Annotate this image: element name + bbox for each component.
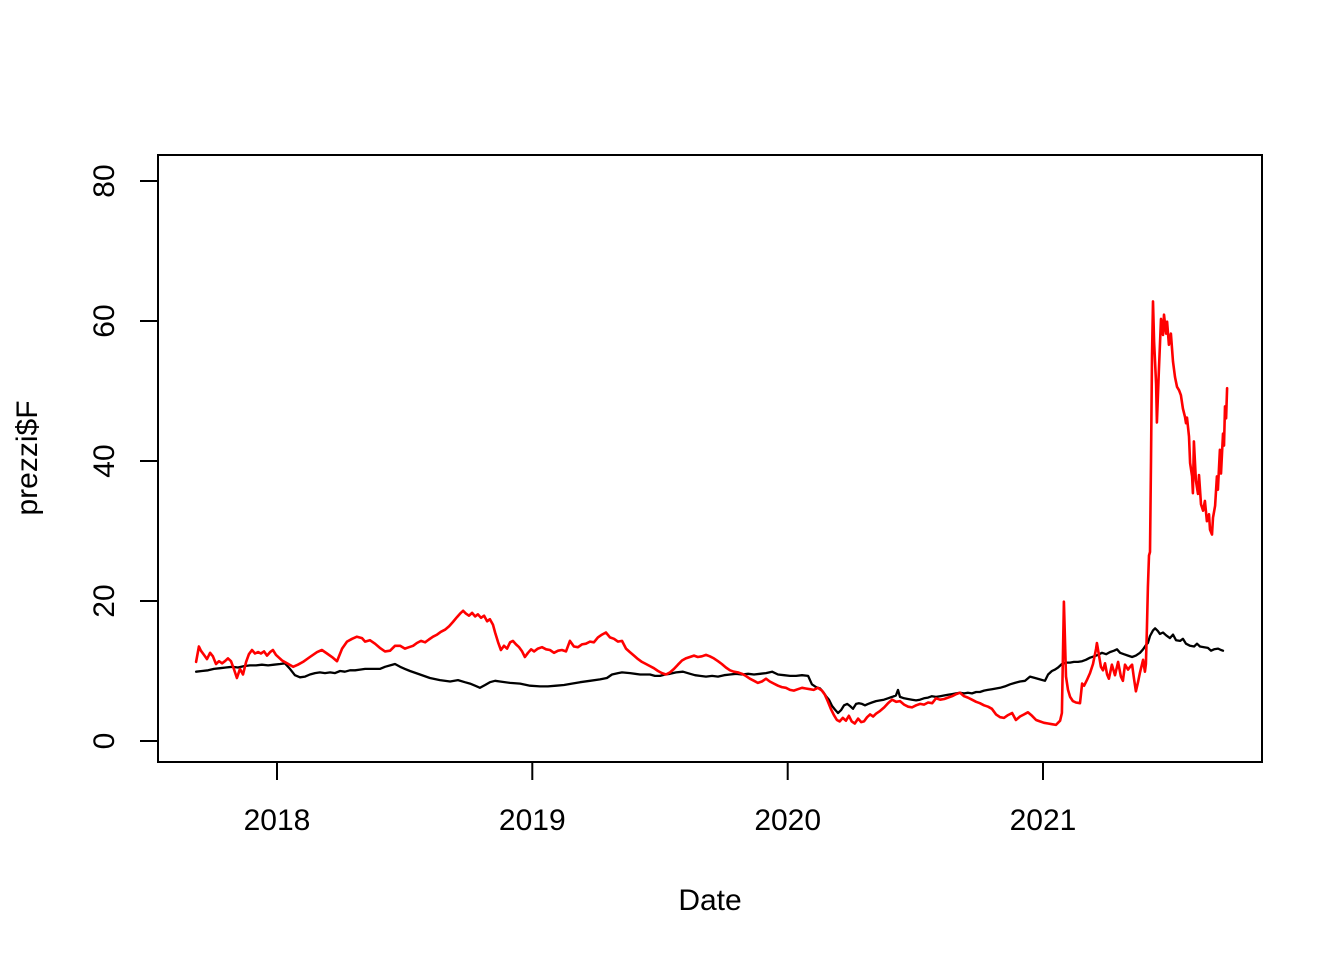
y-axis-title: prezzi$F bbox=[11, 400, 44, 515]
y-tick-label: 80 bbox=[88, 164, 121, 197]
x-axis-title: Date bbox=[678, 884, 741, 917]
y-tick-label: 0 bbox=[88, 733, 121, 750]
series-red-series bbox=[194, 300, 1229, 727]
y-axis: 0 20 40 60 80 bbox=[88, 164, 158, 749]
x-axis: 2018 2019 2020 2021 bbox=[244, 762, 1077, 837]
y-tick-label: 40 bbox=[88, 444, 121, 477]
series-black-series bbox=[194, 627, 1225, 715]
x-tick-label: 2019 bbox=[499, 804, 566, 837]
y-tick-label: 60 bbox=[88, 304, 121, 337]
y-tick-label: 20 bbox=[88, 584, 121, 617]
x-tick-label: 2021 bbox=[1010, 804, 1077, 837]
plot-box bbox=[157, 154, 1263, 763]
x-tick-label: 2018 bbox=[244, 804, 311, 837]
series-lines bbox=[194, 300, 1229, 727]
x-tick-label: 2020 bbox=[754, 804, 821, 837]
